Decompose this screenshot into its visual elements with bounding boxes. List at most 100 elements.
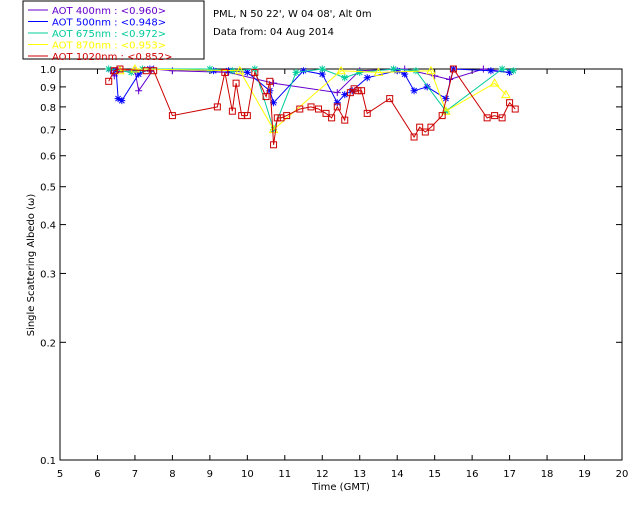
data-point [114,95,122,103]
y-tick-label: 0.7 [40,126,56,137]
data-point [318,70,326,78]
data-point [393,67,401,75]
legend-label: AOT 500nm : <0.948> [52,18,166,29]
y-axis: 0.1 0.2 0.3 0.4 0.5 0.6 0.7 0.8 0.9 1.0 [40,65,622,467]
data-point [221,68,229,76]
data-point [449,65,457,73]
data-point [270,79,278,87]
data-point [243,112,251,120]
data-point [354,87,362,95]
date-info: Data from: 04 Aug 2014 [213,27,334,38]
data-point [336,65,346,75]
data-point [318,65,326,73]
x-tick-label: 13 [353,469,366,480]
data-point [168,112,176,120]
site-info: PML, N 50 22', W 04 08', Alt 0m [213,9,372,20]
data-point [270,141,278,149]
data-point [142,67,150,75]
data-point [416,123,424,131]
y-tick-label: 0.3 [40,269,56,280]
y-tick-label: 0.4 [40,221,56,232]
data-point [498,114,506,122]
series-line [119,68,507,131]
x-tick-label: 20 [616,469,629,480]
data-point [438,112,446,120]
data-point [509,67,517,75]
data-point [296,105,304,113]
data-point [270,99,278,107]
y-tick-label: 0.5 [40,183,56,194]
data-point [421,128,429,136]
legend-box [22,0,205,60]
data-point [341,74,349,82]
x-tick-label: 16 [466,469,479,480]
x-tick-label: 7 [132,469,138,480]
y-tick-label: 0.6 [40,152,56,163]
data-point [266,87,274,95]
data-point [333,103,341,111]
data-point [358,87,366,95]
data-point [346,89,354,97]
data-point [135,87,143,95]
data-point [401,70,409,78]
data-point [479,65,487,73]
series-line [115,68,510,104]
data-point [487,67,495,75]
data-point [283,112,291,120]
data-point [115,65,125,75]
x-tick-label: 9 [207,469,213,480]
data-point [423,83,431,91]
x-axis: 5 6 7 8 9 10 11 12 13 14 15 16 17 18 19 20 [57,69,629,480]
data-point [213,103,221,111]
x-tick-label: 12 [316,469,329,480]
data-point [135,70,143,78]
data-point [506,68,514,76]
legend-label: AOT 870nm : <0.953> [52,41,166,52]
y-tick-label: 0.1 [40,456,56,467]
data-point [232,79,240,87]
data-point [506,99,514,107]
data-point [292,68,300,76]
data-point [228,107,236,115]
data-point [168,67,176,75]
data-point [333,99,341,107]
data-point [511,105,519,113]
x-axis-title: Time (GMT) [311,482,370,493]
series-line [110,68,510,94]
data-point [300,67,308,75]
data-point [356,68,364,76]
data-point [307,103,315,111]
data-point [251,68,259,76]
x-tick-label: 8 [169,469,175,480]
x-tick-label: 15 [428,469,441,480]
y-axis-title: Single Scattering Albedo (ω) [26,194,37,337]
data-point [322,109,330,117]
data-point [341,91,349,99]
series-aot-1020nm [105,65,519,149]
data-point [427,123,435,131]
data-point [105,77,113,85]
data-point [373,67,384,76]
legend-label: AOT 675nm : <0.972> [52,29,166,40]
x-tick-label: 14 [391,469,404,480]
data-point [350,85,358,93]
data-point [105,65,113,73]
data-point [150,67,158,75]
x-tick-label: 17 [503,469,516,480]
data-point [266,77,274,85]
data-point [333,89,341,97]
data-point [116,65,124,73]
y-tick-label: 1.0 [40,65,56,76]
x-tick-label: 10 [241,469,254,480]
data-point [491,112,499,120]
data-point [130,63,140,73]
data-point [410,133,418,141]
data-point [273,114,281,122]
data-point [262,93,270,101]
x-tick-label: 5 [57,469,63,480]
legend-items: AOT 400nm : <0.960>AOT 500nm : <0.948>AO… [28,6,172,63]
data-point [118,97,126,105]
x-tick-label: 18 [541,469,554,480]
